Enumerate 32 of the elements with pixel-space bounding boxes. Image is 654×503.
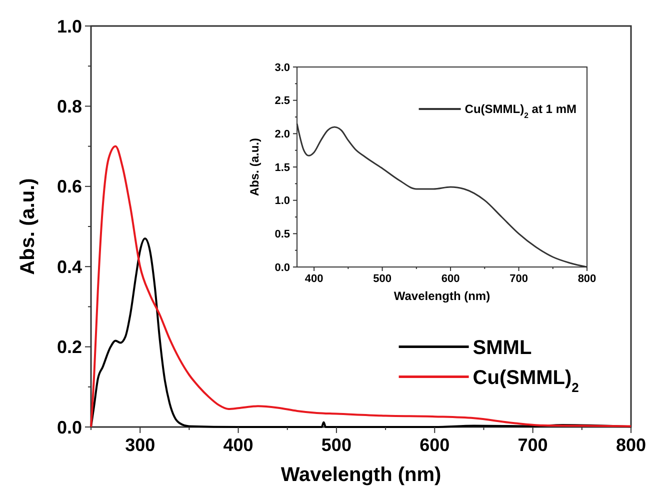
y-tick-label: 0.0	[56, 417, 82, 438]
x-tick-label: 500	[373, 273, 392, 285]
x-tick-label: 400	[223, 435, 254, 455]
x-tick-label: 800	[578, 273, 596, 285]
y-axis-title: Abs. (a.u.)	[248, 138, 262, 196]
y-tick-label: 0.2	[56, 337, 82, 358]
line-series	[90, 238, 632, 428]
x-tick-label: 400	[304, 273, 324, 285]
x-tick-label: 600	[441, 273, 460, 285]
y-tick-label: 0.4	[56, 256, 82, 277]
y-tick-label: 1.5	[274, 162, 290, 174]
y-tick-label: 1.0	[274, 195, 290, 208]
x-tick-label: 700	[518, 435, 548, 455]
legend-label: Cu(SMML)$_{2}$	[472, 366, 579, 394]
y-axis-title: Abs. (a.u.)	[16, 178, 39, 275]
x-tick-label: 300	[125, 435, 156, 455]
y-tick-label: 1.0	[56, 16, 82, 36]
y-tick-label: 0.5	[274, 228, 290, 241]
y-tick-label: 0.8	[56, 96, 82, 116]
x-tick-label: 600	[420, 435, 450, 455]
legend-label: Cu(SMML)$_{2}$ at 1 mM	[464, 102, 576, 120]
x-axis-title: Wavelength (nm)	[394, 289, 490, 303]
x-tick-label: 700	[510, 273, 528, 285]
y-tick-label: 2.0	[274, 128, 290, 141]
x-axis-title: Wavelength (nm)	[280, 464, 442, 486]
y-tick-label: 3.0	[274, 62, 290, 74]
y-tick-label: 0.6	[56, 176, 82, 197]
x-tick-label: 800	[616, 435, 646, 455]
x-tick-label: 500	[321, 435, 352, 455]
y-tick-label: 0.0	[274, 262, 290, 274]
legend-label: SMML	[472, 336, 532, 359]
y-tick-label: 2.5	[274, 95, 290, 108]
